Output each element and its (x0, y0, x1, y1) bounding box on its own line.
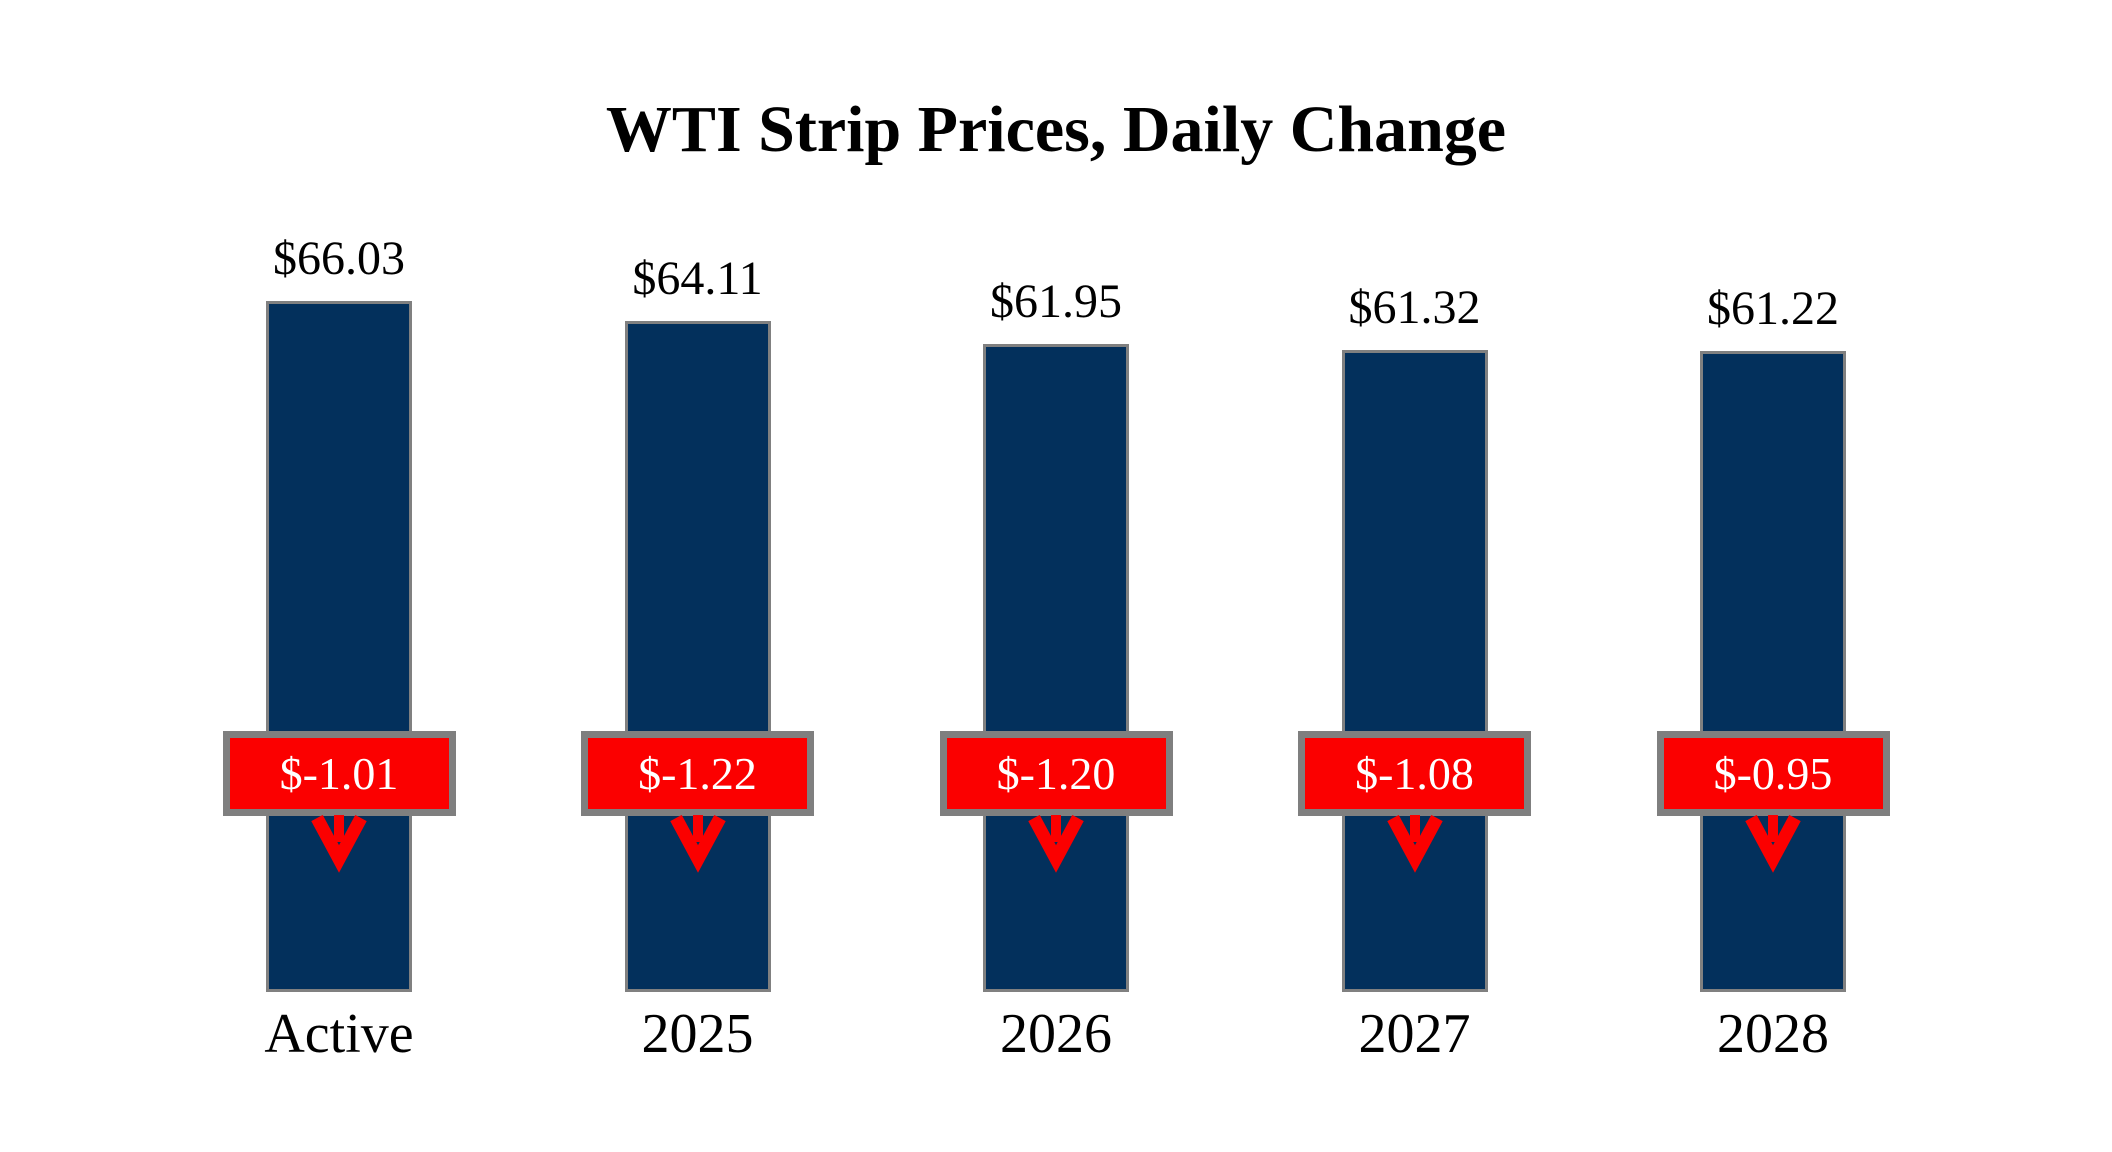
price-label: $61.32 (1348, 281, 1481, 334)
price-bar (1341, 350, 1488, 992)
down-arrow-icon (669, 815, 726, 873)
down-arrow-icon (1386, 815, 1443, 873)
price-label: $66.03 (273, 232, 405, 285)
category-label: 2028 (1717, 1003, 1829, 1065)
daily-change-value: $-1.08 (1355, 747, 1474, 799)
price-bar (983, 344, 1129, 992)
daily-change-box: $-0.95 (1656, 731, 1890, 816)
daily-change-value: $-1.20 (996, 747, 1116, 799)
category-label: Active (264, 1003, 414, 1065)
daily-change-value: $-0.95 (1713, 747, 1833, 799)
price-bar (266, 301, 412, 992)
down-arrow-icon (1745, 815, 1801, 873)
down-arrow-icon (1028, 815, 1084, 873)
category-label: 2026 (1000, 1003, 1112, 1065)
daily-change-box: $-1.08 (1298, 731, 1531, 816)
price-label: $61.22 (1707, 282, 1839, 335)
daily-change-value: $-1.22 (638, 747, 757, 799)
price-bar (624, 321, 771, 992)
price-bar (1700, 351, 1846, 992)
daily-change-box: $-1.01 (222, 731, 456, 816)
daily-change-box: $-1.22 (581, 731, 814, 816)
down-arrow-icon (311, 815, 367, 873)
price-label: $61.95 (990, 275, 1122, 328)
chart-title: WTI Strip Prices, Daily Change (605, 93, 1507, 166)
category-label: 2027 (1358, 1003, 1471, 1065)
category-label: 2025 (641, 1003, 754, 1065)
price-label: $64.11 (632, 252, 763, 305)
daily-change-value: $-1.01 (279, 747, 399, 799)
daily-change-box: $-1.20 (939, 731, 1173, 816)
